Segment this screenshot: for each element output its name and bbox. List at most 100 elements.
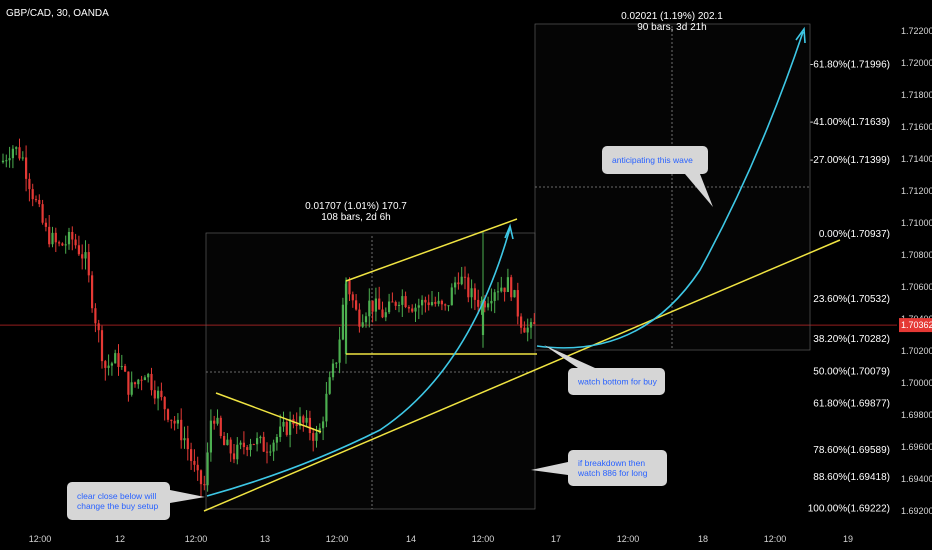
candle-body [229, 439, 232, 454]
candle-body [183, 438, 186, 441]
candle-body [150, 373, 153, 391]
candle-body [236, 444, 239, 460]
candle-body [516, 290, 519, 317]
candle-body [404, 296, 407, 308]
fib-level-label: 61.80%(1.69877) [813, 399, 890, 410]
fib-level-label: 100.00%(1.69222) [808, 503, 890, 514]
candle-body [67, 231, 71, 245]
candle-body [503, 287, 506, 292]
candle-body [133, 382, 137, 385]
candle-body [269, 451, 272, 453]
time-label: 12 [115, 534, 125, 544]
price-tick-label: 1.70000 [901, 378, 932, 388]
candle-body [496, 291, 500, 293]
candle-body [440, 300, 443, 305]
candle-body [94, 308, 97, 324]
candle-body [358, 309, 361, 327]
candle-body [226, 439, 229, 446]
candle-body [427, 302, 430, 306]
measurement-line-1: 0.01707 (1.01%) 170.7 [305, 201, 407, 212]
time-label: 12:00 [764, 534, 787, 544]
time-label: 19 [843, 534, 853, 544]
candle-body [364, 316, 368, 323]
price-tick-label: 1.69200 [901, 506, 932, 516]
candle-body [302, 416, 305, 423]
callout-box [602, 146, 708, 174]
candle-body [176, 419, 179, 424]
candle-body [481, 299, 485, 335]
candle-body [203, 484, 206, 486]
candle-body [206, 452, 209, 486]
candle-body [394, 302, 397, 306]
candle-body [444, 304, 447, 306]
candle-body [117, 353, 120, 367]
time-label: 12:00 [617, 534, 640, 544]
candle-body [193, 460, 196, 465]
fib-level-label: 23.60%(1.70532) [813, 294, 890, 305]
candle-body [252, 444, 255, 446]
candle-body [275, 436, 278, 443]
candle-body [249, 444, 252, 450]
candle-body [196, 464, 199, 471]
past-move-arrow [206, 227, 511, 497]
candle-body [190, 449, 193, 461]
measurement-line-2: 108 bars, 2d 6h [321, 212, 391, 223]
support-trendline [203, 239, 841, 512]
candle-body [137, 379, 140, 385]
candle-body [54, 232, 57, 243]
candle-body [173, 420, 176, 424]
candle-body [21, 157, 24, 159]
price-axis[interactable]: 1.72200 1.72000 1.71800 1.71600 1.71400 1.712… [899, 26, 932, 516]
fib-level-label: -27.00%(1.71399) [810, 155, 890, 166]
time-label: 14 [406, 534, 416, 544]
candle-body [338, 339, 341, 363]
candle-body [331, 363, 335, 378]
candle-body [417, 305, 420, 308]
candle-body [424, 299, 427, 303]
candle-body [48, 226, 51, 245]
time-label: 18 [698, 534, 708, 544]
candle-body [147, 373, 150, 378]
time-axis[interactable]: 12:00 12 12:00 13 12:00 14 12:00 17 12:00 18 12:00… [29, 534, 853, 544]
candle-body [157, 390, 160, 399]
candle-body [473, 288, 476, 300]
candle-body [256, 438, 259, 445]
candle-body [348, 280, 351, 295]
candle-body [114, 353, 117, 364]
candle-body [374, 298, 377, 312]
callout-pointer [544, 345, 595, 368]
time-label: 13 [260, 534, 270, 544]
current-price-label: 1.70362 [901, 320, 932, 330]
candle-body [100, 330, 104, 362]
past-move-arrowhead [504, 223, 514, 240]
candle-body [467, 277, 470, 298]
callout-pointer [531, 462, 568, 475]
candle-body [351, 294, 354, 301]
candle-body [285, 421, 288, 435]
time-label: 12:00 [185, 534, 208, 544]
candle-body [15, 147, 18, 149]
candle-body [279, 426, 282, 437]
candle-body [454, 282, 457, 288]
price-tick-label: 1.71200 [901, 186, 932, 196]
candle-body [483, 300, 486, 308]
candle-body [87, 252, 90, 276]
candle-body [242, 442, 245, 448]
measure-box-1 [205, 232, 536, 510]
candle-body [493, 292, 496, 301]
candle-body [74, 239, 77, 246]
candle-body [411, 308, 414, 312]
candle-body [104, 361, 107, 368]
candle-body [44, 222, 47, 227]
candle-body [533, 322, 536, 325]
projected-wave-arrow [536, 31, 804, 349]
callout-text: if breakdown then [578, 458, 645, 468]
candle-body [477, 299, 480, 307]
candle-body [526, 327, 529, 333]
price-tick-label: 1.71600 [901, 122, 932, 132]
candle-body [71, 231, 74, 240]
candle-body [1, 160, 5, 163]
candle-body [11, 148, 14, 159]
